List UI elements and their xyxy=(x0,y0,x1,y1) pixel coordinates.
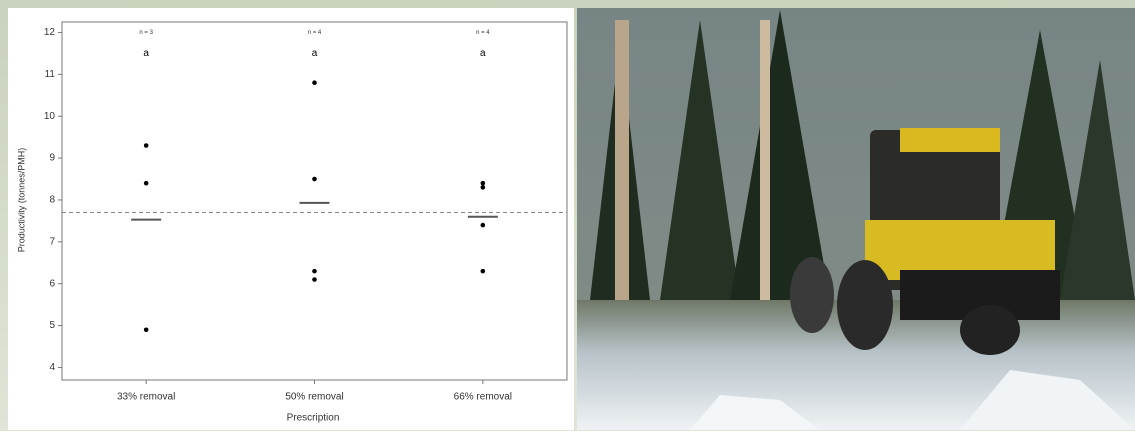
x-axis-label: Prescription xyxy=(287,413,340,424)
tree xyxy=(1060,60,1135,300)
photo xyxy=(577,8,1135,430)
data-point xyxy=(480,180,486,186)
sample-size: n = 4 xyxy=(308,30,322,36)
trunk xyxy=(615,20,629,320)
sample-size: n = 3 xyxy=(139,30,153,36)
snow-pile xyxy=(960,370,1135,430)
data-point xyxy=(480,222,486,228)
y-tick-label: 4 xyxy=(49,362,55,373)
data-point xyxy=(480,185,486,190)
x-tick-label: 50% removal xyxy=(285,392,343,403)
data-point xyxy=(312,176,317,182)
y-tick-label: 12 xyxy=(44,27,56,38)
data-point xyxy=(312,277,317,282)
trunk xyxy=(760,20,770,310)
data-point xyxy=(143,327,149,333)
x-tick-label: 66% removal xyxy=(454,392,512,403)
wheel xyxy=(790,257,834,333)
group-letter: a xyxy=(312,48,318,59)
cab-roof xyxy=(900,128,1000,152)
x-tick-label: 33% removal xyxy=(117,392,175,403)
tree xyxy=(730,10,830,300)
y-axis-label: Productivity (tonnes/PMH) xyxy=(16,148,26,253)
y-tick-label: 7 xyxy=(49,236,55,247)
y-tick-label: 10 xyxy=(44,111,56,122)
y-tick-label: 11 xyxy=(45,69,56,80)
wheel xyxy=(960,305,1020,355)
y-tick-label: 9 xyxy=(49,153,55,164)
y-tick-label: 6 xyxy=(49,278,55,289)
group-letter: a xyxy=(143,48,149,59)
data-point xyxy=(312,268,317,274)
data-point xyxy=(143,143,149,148)
data-point xyxy=(480,268,486,274)
data-point xyxy=(143,180,149,186)
snow-pile xyxy=(690,395,820,430)
chart-panel xyxy=(8,8,574,430)
y-tick-label: 5 xyxy=(49,320,55,331)
group-letter: a xyxy=(480,48,486,59)
wheel xyxy=(837,260,893,350)
sample-size: n = 4 xyxy=(476,30,490,36)
tree xyxy=(660,20,740,300)
y-tick-label: 8 xyxy=(49,195,55,206)
data-point xyxy=(312,80,317,86)
